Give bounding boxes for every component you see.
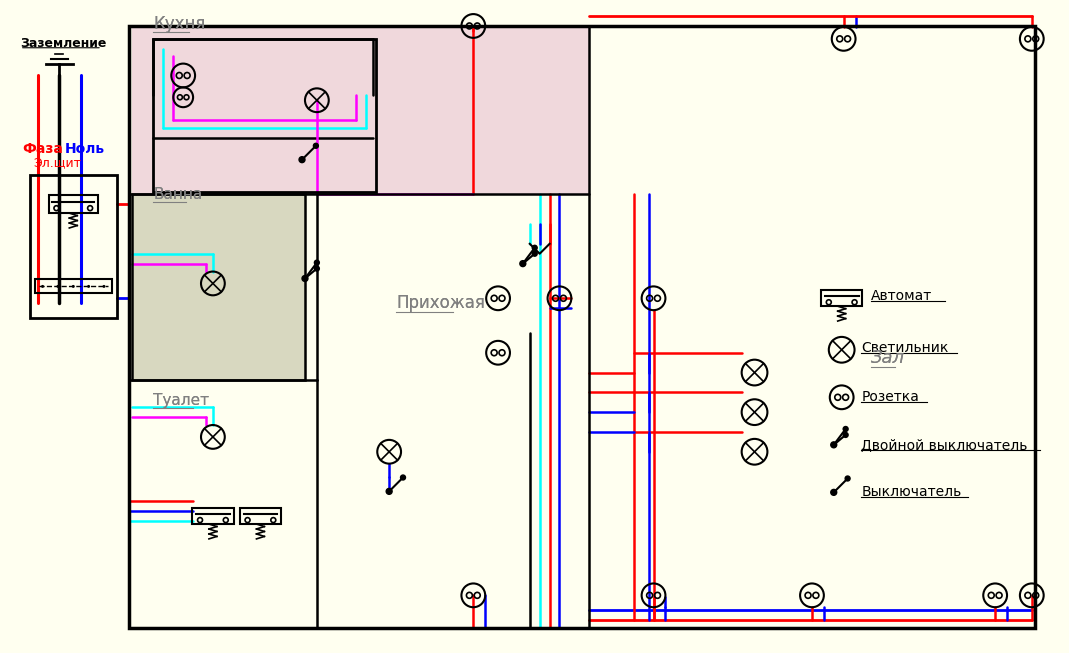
Bar <box>131 195 305 381</box>
Bar <box>131 195 305 381</box>
Text: Ванна: Ванна <box>154 187 203 202</box>
Bar <box>128 26 1035 628</box>
Text: Ванна: Ванна <box>154 187 203 202</box>
Bar <box>821 291 863 306</box>
Circle shape <box>532 246 538 250</box>
Circle shape <box>520 261 526 266</box>
Text: Зал: Зал <box>871 349 905 367</box>
Circle shape <box>843 426 848 432</box>
Bar <box>192 508 234 524</box>
Text: Кухня: Кухня <box>154 15 206 33</box>
Circle shape <box>72 285 75 288</box>
Circle shape <box>88 285 90 288</box>
Circle shape <box>303 276 308 281</box>
Text: Выключатель: Выключатель <box>862 485 962 500</box>
Text: Туалет: Туалет <box>154 392 210 407</box>
Circle shape <box>843 432 848 438</box>
Bar <box>30 174 117 318</box>
Bar <box>48 195 98 213</box>
Bar <box>239 508 281 524</box>
Circle shape <box>299 157 305 163</box>
Text: Ноль: Ноль <box>64 142 105 155</box>
Bar <box>34 279 112 293</box>
Circle shape <box>313 143 319 148</box>
Text: Эл.щит: Эл.щит <box>33 157 81 170</box>
Circle shape <box>41 285 44 288</box>
Text: Прихожая: Прихожая <box>397 295 485 312</box>
Bar <box>131 28 589 195</box>
Text: Светильник: Светильник <box>862 341 949 355</box>
Text: Прихожая: Прихожая <box>397 295 485 312</box>
Text: Туалет: Туалет <box>154 392 210 407</box>
Bar <box>154 39 376 193</box>
Text: Автомат: Автомат <box>871 289 932 303</box>
Circle shape <box>831 442 837 448</box>
Text: Двойной выключатель: Двойной выключатель <box>862 438 1028 452</box>
Text: Кухня: Кухня <box>154 15 206 33</box>
Text: Фаза: Фаза <box>21 142 63 155</box>
Circle shape <box>314 260 320 265</box>
Circle shape <box>401 475 405 480</box>
Circle shape <box>314 266 320 271</box>
Circle shape <box>846 476 850 481</box>
Circle shape <box>57 285 60 288</box>
Circle shape <box>386 488 392 494</box>
Circle shape <box>831 489 837 496</box>
Circle shape <box>103 285 106 288</box>
Text: Заземление: Заземление <box>20 37 106 50</box>
Circle shape <box>532 251 538 256</box>
Text: Розетка: Розетка <box>862 390 919 404</box>
Text: Зал: Зал <box>871 349 905 367</box>
